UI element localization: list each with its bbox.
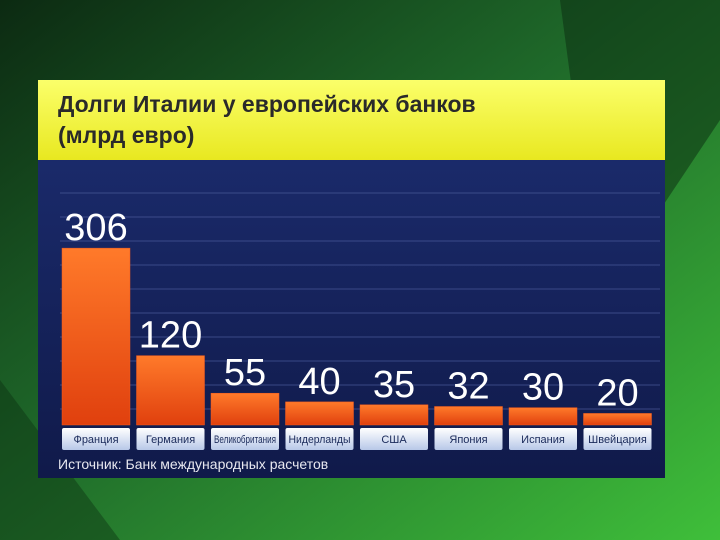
value-label: 35 bbox=[373, 364, 415, 406]
category-box bbox=[509, 428, 577, 450]
category-box bbox=[136, 428, 205, 450]
bar bbox=[359, 404, 429, 426]
bar bbox=[61, 247, 131, 426]
chart-subtitle: (млрд евро) bbox=[58, 122, 194, 148]
title-panel bbox=[38, 80, 665, 160]
value-label: 40 bbox=[298, 361, 340, 403]
category-box bbox=[285, 428, 354, 450]
value-label: 32 bbox=[447, 366, 489, 408]
bar bbox=[508, 407, 578, 426]
bar bbox=[136, 355, 205, 426]
x-tick-label: Швейцария bbox=[588, 434, 647, 446]
chart-title: Долги Италии у европейских банков bbox=[58, 91, 476, 117]
x-tick-label: Германия bbox=[146, 434, 195, 446]
value-label: 30 bbox=[522, 367, 564, 409]
x-tick-label: Нидерланды bbox=[289, 434, 351, 446]
value-label: 120 bbox=[139, 315, 202, 357]
x-tick-label: Великобритания bbox=[214, 434, 276, 446]
value-label: 20 bbox=[596, 372, 638, 414]
category-box bbox=[62, 428, 130, 450]
source: Источник: Банк международных расчетов bbox=[58, 456, 328, 472]
bar bbox=[583, 413, 652, 426]
x-tick-label: Испания bbox=[521, 434, 565, 446]
category-box bbox=[434, 428, 503, 450]
bar bbox=[285, 401, 354, 426]
x-tick-label: Франция bbox=[73, 434, 118, 446]
bar bbox=[434, 406, 503, 426]
category-box bbox=[360, 428, 428, 450]
category-box bbox=[211, 428, 279, 450]
x-tick-label: Япония bbox=[449, 434, 487, 446]
category-box bbox=[583, 428, 652, 450]
value-label: 55 bbox=[224, 352, 266, 394]
bar bbox=[210, 392, 280, 426]
value-label: 306 bbox=[64, 207, 127, 249]
x-tick-label: США bbox=[381, 434, 407, 446]
